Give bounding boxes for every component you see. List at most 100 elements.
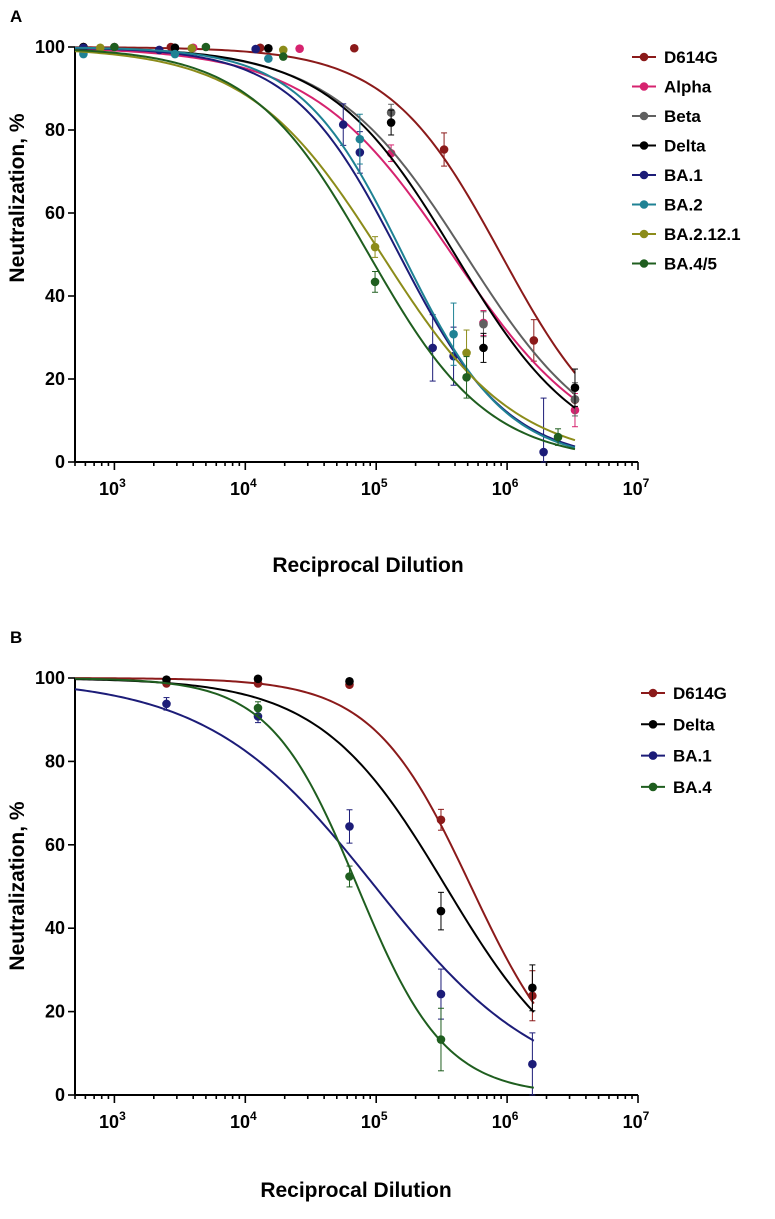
panel-b: B Reciprocal Dilution Neutralization, % … bbox=[6, 628, 727, 1202]
panel-a-label: A bbox=[10, 7, 22, 26]
panel-a-delta-fit-curve bbox=[74, 47, 576, 409]
panel-b-legend-ba-4: BA.4 bbox=[641, 778, 712, 797]
panel-a-ba-1-data-point bbox=[428, 343, 437, 353]
panel-a-x-axis-title: Reciprocal Dilution bbox=[272, 554, 463, 577]
panel-a-delta-data-point bbox=[570, 383, 580, 393]
panel-b-y-tick-label: 60 bbox=[45, 835, 65, 855]
panel-a-ba-2-12-1-data-point bbox=[95, 43, 105, 53]
panel-a-y-tick-label: 80 bbox=[45, 120, 65, 140]
panel-b-y-tick-label: 40 bbox=[45, 918, 65, 938]
panel-a-y-tick-label: 100 bbox=[35, 37, 65, 57]
panel-b-ba-4-data-point bbox=[253, 703, 263, 713]
panel-a-d614g-series bbox=[74, 42, 580, 413]
panel-a-legend-beta-label: Beta bbox=[664, 107, 701, 126]
panel-a-y-tick-label: 60 bbox=[45, 203, 65, 223]
panel-a-legend-delta-label: Delta bbox=[664, 137, 706, 156]
panel-a: A Reciprocal Dilution Neutralization, % … bbox=[6, 7, 741, 577]
panel-a-ba-4-5-data-point bbox=[201, 42, 211, 52]
panel-b-x-tick-label: 106 bbox=[492, 1109, 519, 1132]
panel-a-ba-4-5-data-point bbox=[370, 277, 380, 287]
panel-b-legend-delta-label: Delta bbox=[673, 715, 715, 734]
panel-a-ba-2-12-1-fit-curve bbox=[74, 50, 576, 442]
panel-a-legend-ba-2: BA.2 bbox=[632, 196, 703, 215]
panel-a-y-tick-label: 40 bbox=[45, 286, 65, 306]
panel-a-ba-2-data-point bbox=[355, 134, 365, 144]
panel-b-delta-fit-curve bbox=[74, 678, 535, 1013]
panel-b-legend-ba-1-label: BA.1 bbox=[673, 747, 712, 766]
panel-a-legend-ba-4-5-marker bbox=[639, 259, 649, 268]
panel-a-x-tick-label: 106 bbox=[492, 476, 519, 499]
panel-b-delta-data-point bbox=[436, 906, 446, 916]
panel-a-ba-4-5-data-point bbox=[462, 373, 471, 382]
panel-a-alpha-data-point bbox=[295, 44, 304, 53]
panel-a-ba-2-data-point bbox=[449, 329, 458, 339]
panel-a-ba-2-data-point bbox=[264, 54, 273, 63]
panel-a-d614g-data-point bbox=[349, 43, 359, 53]
panel-a-beta-series bbox=[74, 43, 580, 417]
panel-b-legend-ba-1-marker bbox=[648, 751, 658, 760]
panel-a-ba-4-5-series bbox=[74, 42, 576, 451]
panel-a-alpha-fit-curve bbox=[74, 48, 576, 401]
panel-a-legend-delta-marker bbox=[639, 141, 649, 150]
panel-a-ba-2-fit-curve bbox=[74, 46, 576, 449]
panel-a-ba-2-series bbox=[74, 46, 576, 449]
panel-a-legend-beta-marker bbox=[639, 111, 649, 121]
panel-b-ba-1-data-point bbox=[345, 822, 354, 831]
panel-a-ba-1-fit-curve bbox=[74, 47, 576, 448]
panel-a-d614g-data-point bbox=[439, 145, 449, 154]
panel-b-legend-delta-marker bbox=[648, 720, 658, 729]
panel-b-legend-d614g-marker bbox=[648, 688, 658, 698]
panel-b-legend-ba-4-label: BA.4 bbox=[673, 778, 712, 797]
panel-a-legend: D614G Alpha Beta Delta BA.1 BA.2 BA.2.12.1 BA.4… bbox=[632, 48, 741, 274]
panel-a-y-axis-title: Neutralization, % bbox=[6, 113, 29, 283]
panel-a-ba-1-data-point bbox=[338, 120, 348, 129]
panel-b-delta-data-point bbox=[345, 677, 354, 686]
panel-a-legend-alpha-label: Alpha bbox=[664, 78, 712, 97]
panel-a-ba-1-data-point bbox=[251, 44, 260, 54]
panel-a-legend-ba-2-12-1: BA.2.12.1 bbox=[632, 225, 741, 244]
panel-a-legend-ba-2-12-1-label: BA.2.12.1 bbox=[664, 225, 741, 244]
panel-b-delta-data-point bbox=[253, 674, 263, 684]
panel-b-x-axis-title: Reciprocal Dilution bbox=[260, 1179, 451, 1202]
panel-a-x-tick-label: 103 bbox=[99, 476, 126, 499]
panel-b-y-axis-title: Neutralization, % bbox=[6, 801, 29, 971]
panel-b-ba-4-series bbox=[74, 677, 534, 1089]
panel-a-ba-4-5-data-point bbox=[110, 42, 119, 52]
panel-a-beta-fit-curve bbox=[74, 47, 576, 396]
panel-b-d614g-series bbox=[74, 677, 537, 1022]
panel-a-legend-alpha: Alpha bbox=[632, 78, 712, 97]
panel-a-legend-ba-2-label: BA.2 bbox=[664, 196, 703, 215]
panel-b-ba-4-fit-curve bbox=[74, 677, 534, 1089]
panel-a-delta-data-point bbox=[264, 43, 273, 53]
panel-b-ba-4-data-point bbox=[345, 872, 354, 881]
panel-a-legend-ba-1-label: BA.1 bbox=[664, 166, 703, 185]
panel-b-y-tick-label: 100 bbox=[35, 668, 65, 688]
panel-b-y-tick-label: 20 bbox=[45, 1002, 65, 1022]
panel-a-ba-4-5-fit-curve bbox=[74, 49, 576, 451]
panel-b-x-tick-label: 105 bbox=[361, 1109, 388, 1132]
panel-a-d614g-data-point bbox=[529, 336, 539, 345]
panel-a-legend-delta: Delta bbox=[632, 137, 706, 156]
panel-a-legend-beta: Beta bbox=[632, 107, 701, 126]
panel-a-legend-d614g-marker bbox=[639, 52, 649, 62]
panel-b-ba-1-fit-curve bbox=[74, 688, 535, 1042]
panel-b-legend-delta: Delta bbox=[641, 715, 715, 734]
panel-b-x-tick-label: 107 bbox=[623, 1109, 650, 1132]
panel-b-legend-ba-4-marker bbox=[648, 782, 658, 792]
panel-b-d614g-data-point bbox=[436, 815, 446, 825]
panel-a-ba-1-data-point bbox=[539, 447, 548, 457]
panel-a-delta-data-point bbox=[170, 43, 180, 53]
panel-a-legend-d614g-label: D614G bbox=[664, 48, 718, 67]
panel-b-delta-series bbox=[74, 674, 537, 1013]
panel-b-x-tick-label: 104 bbox=[230, 1109, 257, 1132]
panel-a-y-tick-label: 0 bbox=[55, 452, 65, 472]
panel-a-x-tick-label: 105 bbox=[361, 476, 388, 499]
panel-b-y-tick-label: 80 bbox=[45, 751, 65, 771]
panel-a-legend-ba-2-marker bbox=[639, 200, 649, 209]
panel-a-ba-2-12-1-data-point bbox=[370, 242, 380, 252]
panel-a-ba-4-5-data-point bbox=[553, 432, 563, 442]
panel-b-plot-area: 0 20 40 60 80 100 103 104 105 106 107 bbox=[35, 668, 650, 1132]
panel-a-y-tick-label: 20 bbox=[45, 369, 65, 389]
panel-a-legend-ba-1-marker bbox=[639, 170, 649, 180]
